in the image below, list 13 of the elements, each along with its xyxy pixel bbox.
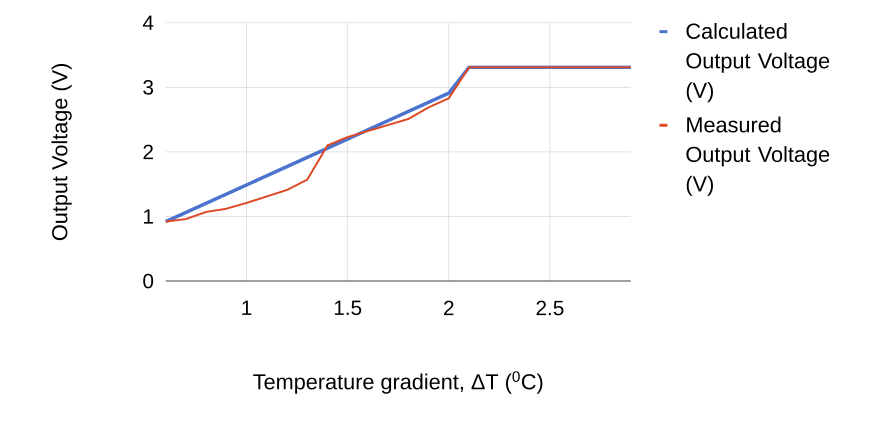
x-tick-label: 2.5 (536, 300, 564, 316)
y-tick-label: 0 (143, 274, 154, 289)
x-tick-label: 1 (242, 300, 252, 316)
y-tick-label: 2 (143, 144, 153, 160)
legend-label: Calculated Output Voltage (V) (686, 23, 830, 103)
x-tick-label: 2 (444, 300, 454, 316)
y-tick-label: 1 (144, 210, 153, 224)
y-axis-title: Output Voltage (V) (51, 64, 72, 240)
x-axis-title: Temperature gradient, ΔT ($^{0}$C) (253, 371, 542, 394)
y-tick-label: 4 (142, 16, 154, 30)
y-tick-label: 3 (143, 80, 154, 95)
x-tick-label: 1.5 (334, 300, 362, 316)
legend-label: Measured Output Voltage (V) (686, 116, 830, 196)
